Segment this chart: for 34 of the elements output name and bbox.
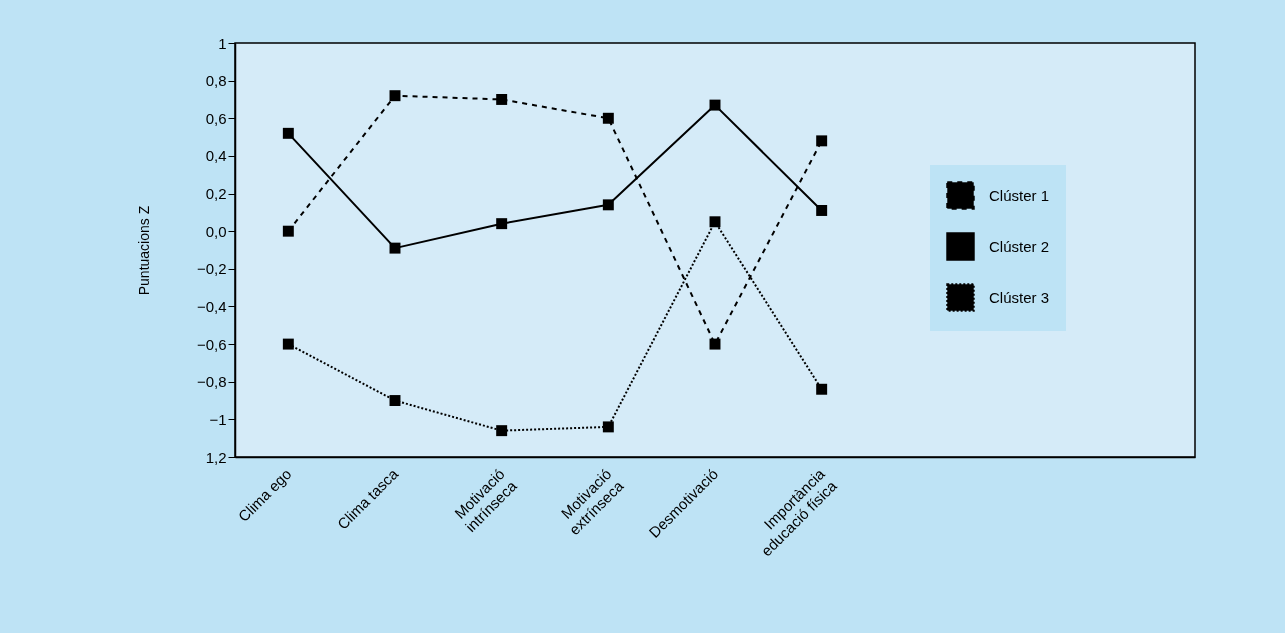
point — [602, 421, 614, 433]
legend-label: Clúster 2 — [989, 237, 1050, 255]
point — [709, 338, 721, 350]
y-tick-label: 1 — [218, 34, 227, 52]
y-tick-label: 0,6 — [205, 109, 227, 127]
y-axis-title: Puntuacions Z — [135, 205, 152, 296]
point — [816, 383, 828, 395]
y-tick-label: 1,2 — [205, 448, 227, 466]
y-tick-label: 0,0 — [205, 222, 227, 240]
legend-label: Clúster 3 — [989, 288, 1050, 306]
point — [282, 338, 294, 350]
y-tick-label: 0,2 — [205, 185, 227, 203]
point — [709, 216, 721, 228]
point — [602, 112, 614, 124]
point — [709, 99, 721, 111]
point — [602, 199, 614, 211]
y-tick-label: 0,8 — [205, 72, 227, 90]
y-tick-label: −1 — [209, 410, 227, 428]
point — [816, 135, 828, 147]
point — [496, 425, 508, 437]
point — [389, 90, 401, 102]
point — [816, 205, 828, 216]
y-tick-label: −0,6 — [196, 335, 227, 353]
point — [282, 225, 294, 237]
legend-label: Clúster 1 — [989, 186, 1050, 204]
point — [282, 127, 294, 139]
point — [496, 218, 508, 230]
y-tick-label: −0,2 — [196, 260, 227, 278]
y-tick-label: −0,8 — [196, 373, 227, 391]
y-tick-label: 0,4 — [205, 147, 227, 165]
point — [389, 242, 401, 254]
point — [389, 395, 401, 407]
y-tick-label: −0,4 — [196, 297, 227, 315]
point — [496, 93, 508, 105]
